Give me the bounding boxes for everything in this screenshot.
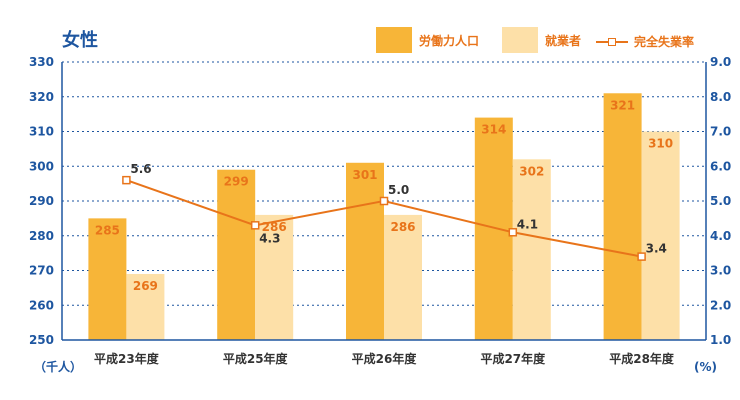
y-left-tick-label: 250 bbox=[29, 333, 54, 347]
bar-value-label: 310 bbox=[648, 137, 673, 151]
bar-value-label: 302 bbox=[519, 164, 544, 178]
rate-value-label: 5.0 bbox=[388, 183, 409, 197]
bar-labor-force bbox=[217, 169, 256, 340]
bar-labor-force bbox=[603, 93, 642, 341]
bar-employed bbox=[126, 273, 165, 340]
bar-value-label: 314 bbox=[481, 123, 506, 137]
rate-point bbox=[379, 196, 389, 206]
chart-title: 女性 bbox=[62, 30, 98, 51]
x-tick-label: 平成27年度 bbox=[480, 351, 546, 366]
y-left-tick-label: 290 bbox=[29, 194, 54, 208]
bar-labor-force bbox=[346, 162, 384, 340]
legend-rate: 完全失業率 bbox=[596, 33, 694, 50]
y-right-unit: (%) bbox=[694, 360, 717, 374]
legend-employed-label: 就業者 bbox=[545, 33, 582, 48]
legend-labor: 労働力人口 bbox=[376, 27, 479, 53]
legend-rate-label: 完全失業率 bbox=[634, 35, 695, 49]
y-left-tick-label: 300 bbox=[29, 159, 54, 173]
x-tick-label: 平成28年度 bbox=[609, 351, 675, 366]
rate-point bbox=[508, 228, 518, 237]
x-tick-label: 平成23年度 bbox=[94, 351, 160, 366]
rate-point bbox=[122, 175, 131, 185]
bar-value-label: 285 bbox=[95, 223, 120, 237]
x-tick-label: 平成26年度 bbox=[352, 351, 418, 366]
y-left-tick-label: 260 bbox=[29, 298, 54, 312]
bar-employed bbox=[255, 214, 294, 340]
y-left-tick-label: 270 bbox=[29, 264, 54, 278]
bar-value-label: 301 bbox=[352, 168, 377, 182]
y-right-tick-label: 6.0 bbox=[710, 159, 731, 173]
y-right-tick-label: 3.0 bbox=[710, 264, 731, 278]
y-right-tick-label: 7.0 bbox=[710, 125, 731, 139]
bar-value-label: 286 bbox=[262, 220, 287, 234]
y-left-tick-label: 330 bbox=[29, 55, 54, 69]
y-right-tick-label: 1.0 bbox=[710, 333, 731, 347]
legend-labor-label: 労働力人口 bbox=[419, 33, 480, 48]
bar-value-label: 321 bbox=[610, 98, 635, 112]
rate-value-label: 3.4 bbox=[646, 242, 667, 256]
legend-employed-swatch bbox=[502, 27, 538, 53]
rate-value-label: 4.1 bbox=[517, 217, 538, 231]
y-right-tick-label: 5.0 bbox=[710, 194, 731, 208]
legend-rate-symbol bbox=[596, 36, 628, 48]
bar-labor-force bbox=[88, 218, 127, 340]
bar-value-label: 286 bbox=[390, 220, 415, 234]
bar-employed bbox=[384, 214, 422, 340]
bar-value-label: 269 bbox=[133, 279, 158, 293]
y-left-unit: （千人） bbox=[34, 359, 82, 374]
y-right-tick-label: 9.0 bbox=[710, 55, 731, 69]
bar-employed bbox=[641, 131, 680, 340]
legend-labor-swatch bbox=[376, 27, 412, 53]
rate-point bbox=[250, 221, 260, 230]
bar-value-label: 299 bbox=[224, 175, 249, 189]
y-right-tick-label: 4.0 bbox=[710, 229, 731, 243]
y-left-tick-label: 320 bbox=[29, 90, 54, 104]
y-left-tick-label: 280 bbox=[29, 229, 54, 243]
rate-value-label: 5.6 bbox=[130, 162, 151, 176]
bar-labor-force bbox=[474, 117, 513, 340]
y-left-tick-label: 310 bbox=[29, 125, 54, 139]
rate-value-label: 4.3 bbox=[259, 231, 280, 245]
rate-point bbox=[637, 252, 646, 261]
x-tick-label: 平成25年度 bbox=[223, 351, 289, 366]
y-right-tick-label: 8.0 bbox=[710, 90, 731, 104]
legend-employed: 就業者 bbox=[502, 27, 581, 53]
bar-employed bbox=[512, 159, 551, 340]
y-right-tick-label: 2.0 bbox=[710, 298, 731, 312]
